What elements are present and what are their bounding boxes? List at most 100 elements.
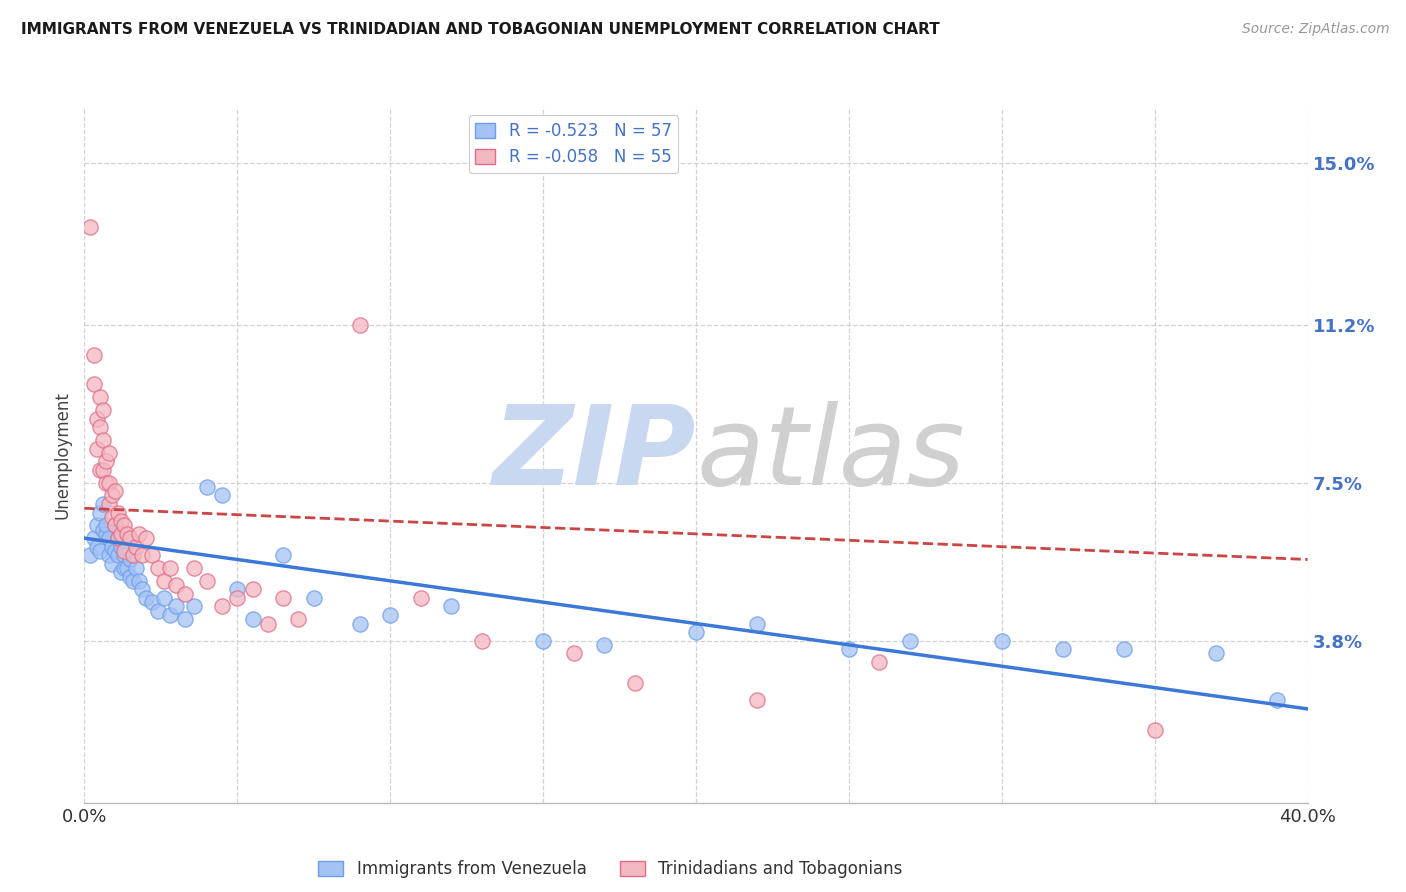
Point: [531, 633, 554, 648]
Point: [97, 446, 120, 460]
Point: [195, 574, 218, 588]
Point: [94, 527, 117, 541]
Point: [380, 607, 402, 622]
Point: [146, 561, 169, 575]
Point: [747, 616, 769, 631]
Point: [838, 642, 860, 657]
Point: [141, 595, 163, 609]
Point: [471, 633, 494, 648]
Point: [104, 544, 127, 558]
Point: [91, 497, 114, 511]
Point: [128, 574, 150, 588]
Point: [104, 518, 127, 533]
Point: [135, 531, 157, 545]
Point: [89, 544, 111, 558]
Point: [685, 625, 707, 640]
Point: [898, 633, 921, 648]
Point: [242, 582, 264, 597]
Point: [122, 548, 145, 562]
Point: [107, 506, 129, 520]
Point: [153, 574, 176, 588]
Point: [110, 514, 132, 528]
Point: [79, 548, 101, 562]
Point: [91, 523, 114, 537]
Point: [440, 599, 463, 614]
Point: [135, 591, 157, 605]
Point: [125, 561, 148, 575]
Point: [107, 531, 129, 545]
Point: [83, 348, 105, 362]
Point: [991, 633, 1014, 648]
Point: [112, 544, 135, 558]
Point: [159, 561, 181, 575]
Point: [593, 638, 616, 652]
Point: [112, 518, 135, 533]
Point: [104, 484, 127, 499]
Point: [97, 475, 120, 490]
Point: [89, 463, 111, 477]
Point: [869, 655, 891, 669]
Point: [89, 390, 111, 404]
Point: [94, 475, 117, 490]
Point: [120, 531, 142, 545]
Point: [79, 219, 101, 234]
Point: [174, 612, 197, 626]
Point: [1114, 642, 1136, 657]
Point: [104, 518, 127, 533]
Point: [159, 607, 181, 622]
Point: [122, 574, 145, 588]
Point: [146, 604, 169, 618]
Y-axis label: Unemployment: Unemployment: [53, 391, 72, 519]
Point: [153, 591, 176, 605]
Text: atlas: atlas: [696, 401, 965, 508]
Point: [107, 548, 129, 562]
Point: [110, 566, 132, 580]
Point: [128, 527, 150, 541]
Point: [131, 582, 153, 597]
Point: [101, 540, 124, 554]
Point: [747, 693, 769, 707]
Point: [302, 591, 325, 605]
Point: [97, 497, 120, 511]
Point: [183, 599, 205, 614]
Point: [1205, 647, 1227, 661]
Point: [125, 540, 148, 554]
Point: [257, 616, 280, 631]
Point: [101, 509, 124, 524]
Point: [91, 463, 114, 477]
Point: [86, 540, 108, 554]
Point: [1052, 642, 1074, 657]
Point: [226, 591, 249, 605]
Point: [242, 612, 264, 626]
Point: [624, 676, 647, 690]
Point: [1143, 723, 1166, 738]
Point: [89, 420, 111, 434]
Point: [94, 518, 117, 533]
Point: [101, 557, 124, 571]
Point: [86, 518, 108, 533]
Point: [195, 480, 218, 494]
Point: [112, 548, 135, 562]
Point: [562, 647, 585, 661]
Point: [120, 569, 142, 583]
Point: [1265, 693, 1288, 707]
Point: [91, 403, 114, 417]
Point: [409, 591, 432, 605]
Point: [165, 599, 187, 614]
Point: [94, 454, 117, 468]
Legend: Immigrants from Venezuela, Trinidadians and Tobagonians: Immigrants from Venezuela, Trinidadians …: [312, 854, 910, 885]
Point: [174, 587, 197, 601]
Point: [91, 433, 114, 447]
Point: [211, 599, 233, 614]
Point: [89, 506, 111, 520]
Point: [165, 578, 187, 592]
Point: [112, 561, 135, 575]
Point: [271, 591, 294, 605]
Point: [349, 616, 371, 631]
Point: [110, 540, 132, 554]
Point: [97, 531, 120, 545]
Point: [141, 548, 163, 562]
Point: [86, 442, 108, 456]
Point: [101, 488, 124, 502]
Point: [349, 318, 371, 332]
